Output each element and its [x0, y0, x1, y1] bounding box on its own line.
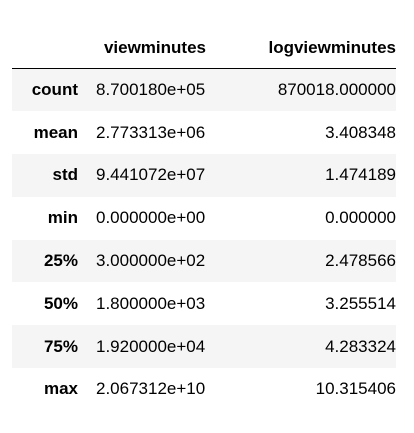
- cell-logviewminutes: 4.283324: [325, 336, 396, 356]
- row-index-label: max: [43, 379, 78, 399]
- cell-viewminutes: 1.920000e+04: [96, 336, 206, 356]
- table-row: 75% 1.920000e+04 4.283324: [12, 325, 396, 369]
- header-row: viewminutes logviewminutes: [12, 28, 396, 69]
- describe-table: viewminutes logviewminutes count 8.70018…: [12, 28, 396, 411]
- cell-viewminutes: 0.000000e+00: [96, 208, 206, 228]
- table-row: 50% 1.800000e+03 3.255514: [12, 282, 396, 326]
- row-index-label: mean: [33, 122, 78, 142]
- table-row: mean 2.773313e+06 3.408348: [12, 111, 396, 155]
- dataframe-output: viewminutes logviewminutes count 8.70018…: [12, 28, 396, 411]
- cell-viewminutes: 8.700180e+05: [96, 80, 206, 100]
- column-header-logviewminutes: logviewminutes: [226, 28, 396, 69]
- cell-viewminutes: 2.067312e+10: [96, 379, 206, 399]
- cell-logviewminutes: 10.315406: [315, 379, 396, 399]
- cell-logviewminutes: 1.474189: [325, 165, 396, 185]
- cell-viewminutes: 1.800000e+03: [96, 293, 206, 313]
- cell-viewminutes: 9.441072e+07: [96, 165, 206, 185]
- cell-viewminutes: 3.000000e+02: [96, 251, 206, 271]
- cell-logviewminutes: 3.408348: [325, 122, 396, 142]
- row-index-label: 50%: [43, 293, 78, 313]
- table-row: std 9.441072e+07 1.474189: [12, 154, 396, 197]
- row-index-label: 75%: [43, 336, 78, 356]
- row-index-label: 25%: [43, 251, 78, 271]
- cell-viewminutes: 2.773313e+06: [96, 122, 206, 142]
- table-body: count 8.700180e+05 870018.000000 mean 2.…: [12, 68, 396, 411]
- cell-logviewminutes: 2.478566: [325, 251, 396, 271]
- cell-logviewminutes: 870018.000000: [277, 80, 396, 100]
- row-index-label: std: [52, 165, 79, 185]
- row-index-label: min: [47, 208, 78, 228]
- table-row: max 2.067312e+10 10.315406: [12, 368, 396, 411]
- table-row: count 8.700180e+05 870018.000000: [12, 68, 396, 112]
- table-row: min 0.000000e+00 0.000000: [12, 196, 396, 240]
- cell-logviewminutes: 3.255514: [325, 293, 396, 313]
- cell-logviewminutes: 0.000000: [325, 208, 396, 228]
- column-header-viewminutes: viewminutes: [88, 28, 226, 69]
- table-row: 25% 3.000000e+02 2.478566: [12, 239, 396, 283]
- row-index-label: count: [31, 80, 78, 100]
- table-header: viewminutes logviewminutes: [12, 28, 396, 69]
- index-header-blank: [12, 28, 88, 69]
